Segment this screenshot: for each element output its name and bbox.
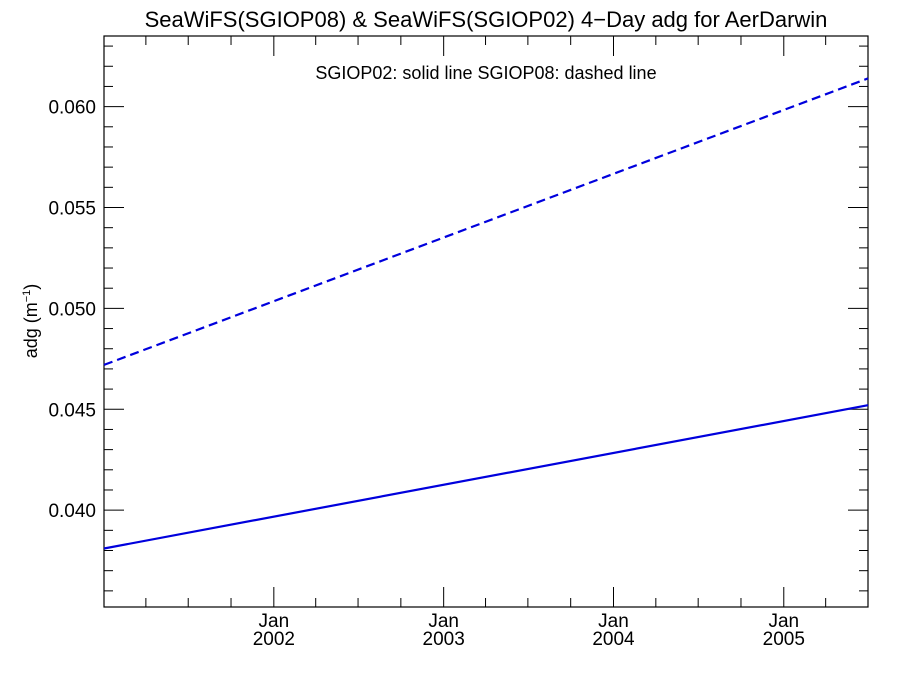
y-axis-label-close: ) [21, 284, 41, 290]
legend-annotation: SGIOP02: solid line SGIOP08: dashed line [315, 63, 656, 83]
x-tick-year: 2005 [763, 629, 805, 650]
chart-title: SeaWiFS(SGIOP08) & SeaWiFS(SGIOP02) 4−Da… [145, 7, 828, 32]
tick-marks [104, 36, 868, 607]
x-tick-year: 2004 [592, 629, 635, 650]
x-tick-month: Jan [598, 611, 629, 632]
y-tick-label: 0.045 [48, 400, 96, 421]
y-tick-label: 0.050 [48, 299, 96, 320]
series-line-solid [103, 404, 869, 550]
x-tick-month: Jan [768, 611, 799, 632]
y-tick-label: 0.040 [48, 501, 96, 522]
series-layer [103, 77, 869, 550]
plot-area [103, 35, 869, 608]
x-tick-month: Jan [259, 611, 290, 632]
x-tick-month: Jan [428, 611, 459, 632]
y-axis-label: adg (m−1) [21, 284, 41, 359]
y-tick-label: 0.055 [48, 199, 96, 220]
y-tick-label: 0.060 [48, 98, 96, 119]
x-tick-year: 2002 [253, 629, 295, 650]
y-axis-label-exponent: −1 [21, 290, 33, 303]
series-line-dashed [103, 77, 869, 366]
y-tick-labels: 0.040 0.045 0.050 0.055 0.060 [48, 98, 96, 523]
x-tick-year: 2003 [423, 629, 465, 650]
y-axis-label-text: adg (m [21, 302, 41, 358]
